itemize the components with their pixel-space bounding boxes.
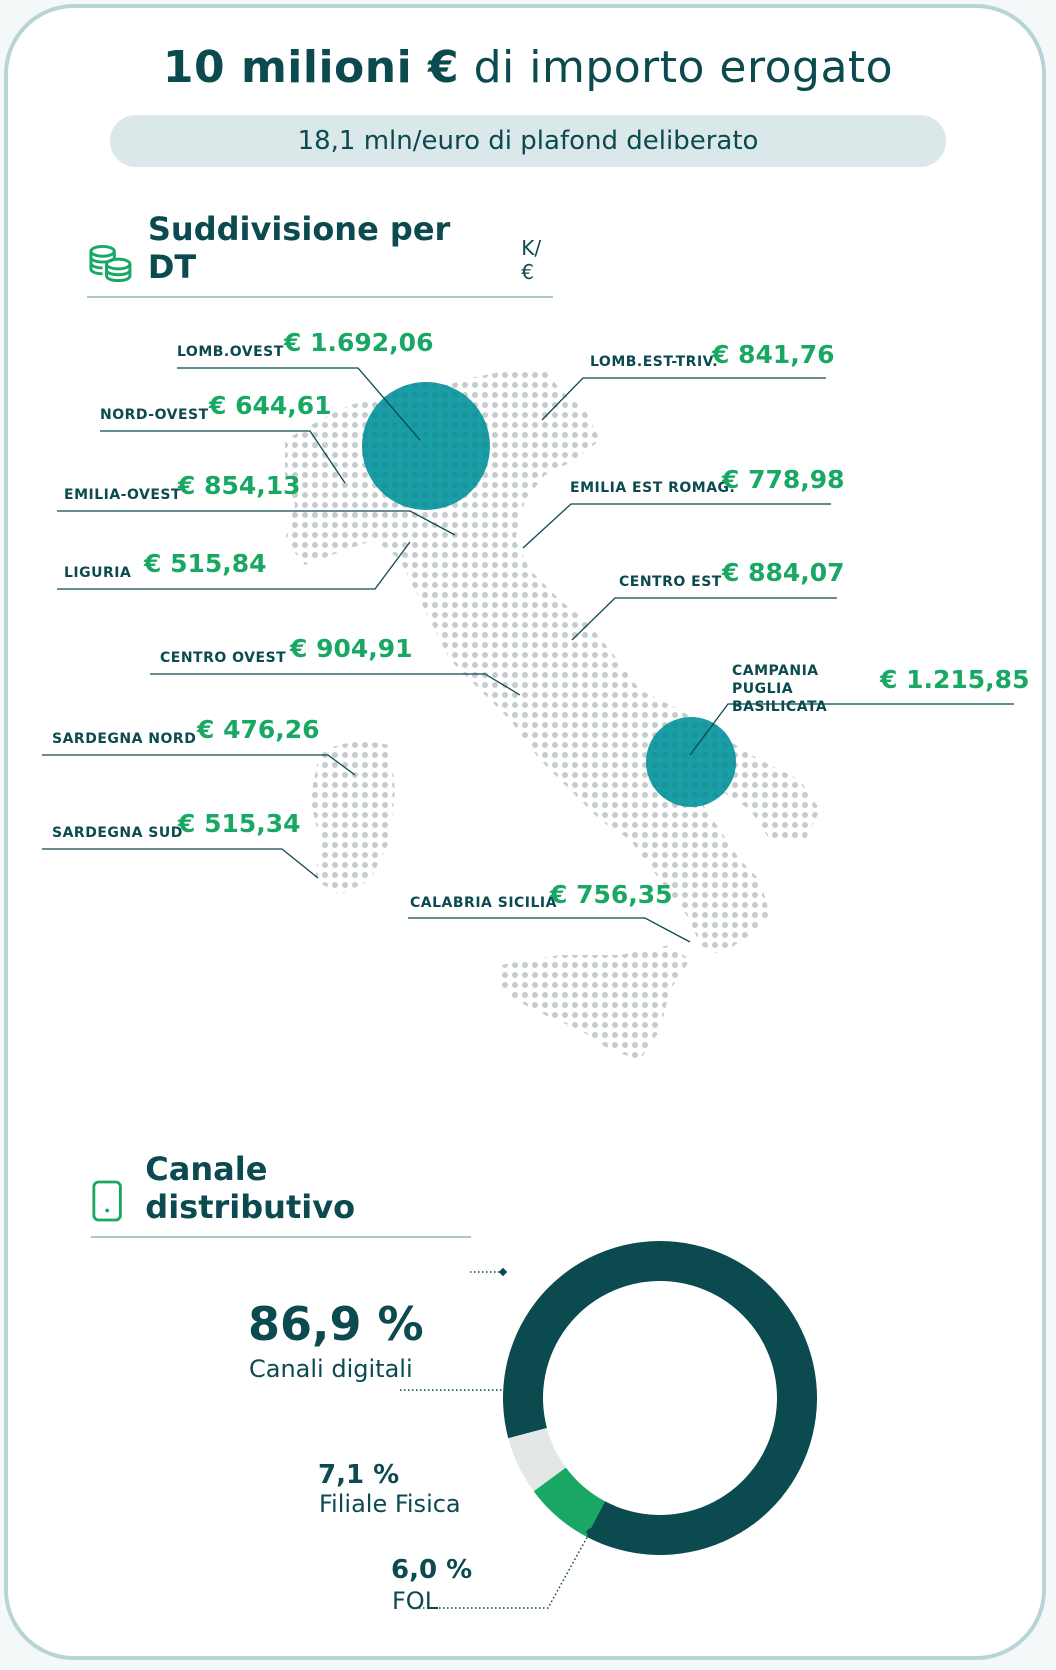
italy-mainland-shape xyxy=(285,368,820,955)
sardinia-shape xyxy=(310,740,395,895)
section-dt-unit: K/€ xyxy=(521,236,542,284)
region-value-nord-ovest: € 644,61 xyxy=(209,391,332,420)
label-fol: FOL xyxy=(392,1587,439,1615)
region-label-emilia-est: EMILIA EST ROMAG. xyxy=(570,480,736,496)
donut-slice-fol xyxy=(508,1427,566,1492)
channel-donut-chart xyxy=(400,1241,818,1609)
region-value-emilia-est: € 778,98 xyxy=(722,465,845,494)
region-value-emilia-ovest: € 854,13 xyxy=(178,471,301,500)
region-label-lomb-est: LOMB.EST-TRIV. xyxy=(590,354,719,370)
pct-digital: 86,9 % xyxy=(248,1297,424,1351)
sicily-shape xyxy=(500,945,690,1060)
label-filiale: Filiale Fisica xyxy=(319,1490,461,1518)
region-label-calabria-sicilia: CALABRIA SICILIA xyxy=(410,895,557,911)
region-label-nord-ovest: NORD-OVEST xyxy=(100,407,209,423)
section-channel-title: Canale distributivo xyxy=(145,1150,356,1226)
donut-slice-filiale xyxy=(533,1467,606,1537)
region-value-lomb-ovest: € 1.692,06 xyxy=(284,328,434,357)
region-label-emilia-ovest: EMILIA-OVEST xyxy=(64,487,182,503)
region-value-sardegna-sud: € 515,34 xyxy=(178,809,301,838)
subtitle-pill: 18,1 mln/euro di plafond deliberato xyxy=(110,115,946,167)
region-label-centro-est: CENTRO EST xyxy=(619,574,722,590)
page-title: 10 milioni € di importo erogato xyxy=(162,42,894,93)
campania-bubble-pattern xyxy=(646,717,736,807)
leader-fol xyxy=(415,1531,591,1609)
region-value-calabria-sicilia: € 756,35 xyxy=(550,880,673,909)
region-label-lomb-ovest: LOMB.OVEST xyxy=(177,344,284,360)
pct-fol: 6,0 % xyxy=(391,1555,473,1585)
section-dt-title: Suddivisione per DT xyxy=(147,210,451,286)
italy-dot-map xyxy=(42,367,1014,1060)
leader-digital-marker xyxy=(498,1267,508,1277)
region-label-centro-ovest: CENTRO OVEST xyxy=(160,650,287,666)
label-digital: Canali digitali xyxy=(249,1355,413,1383)
section-dt-header: Suddivisione per DT K/€ xyxy=(87,210,553,298)
region-value-campania: € 1.215,85 xyxy=(880,665,1030,694)
region-value-centro-est: € 884,07 xyxy=(722,558,845,587)
subtitle-text: 18,1 mln/euro di plafond deliberato xyxy=(297,126,759,156)
region-value-sardegna-nord: € 476,26 xyxy=(197,715,320,744)
region-value-lomb-est: € 841,76 xyxy=(712,340,835,369)
lomb-ovest-bubble-pattern xyxy=(362,382,490,510)
leader-lines xyxy=(42,367,1014,943)
smartphone-icon xyxy=(92,1180,122,1222)
region-value-liguria: € 515,84 xyxy=(144,549,267,578)
region-label-liguria: LIGURIA xyxy=(64,565,132,581)
region-label-campania: CAMPANIA PUGLIA BASILICATA xyxy=(732,663,828,715)
region-value-centro-ovest: € 904,91 xyxy=(290,634,413,663)
section-channel-header: Canale distributivo xyxy=(91,1150,471,1238)
region-label-sardegna-nord: SARDEGNA NORD xyxy=(52,731,197,747)
region-label-sardegna-sud: SARDEGNA SUD xyxy=(52,825,183,841)
pct-filiale: 7,1 % xyxy=(318,1460,400,1490)
coins-stack-icon xyxy=(89,244,132,283)
